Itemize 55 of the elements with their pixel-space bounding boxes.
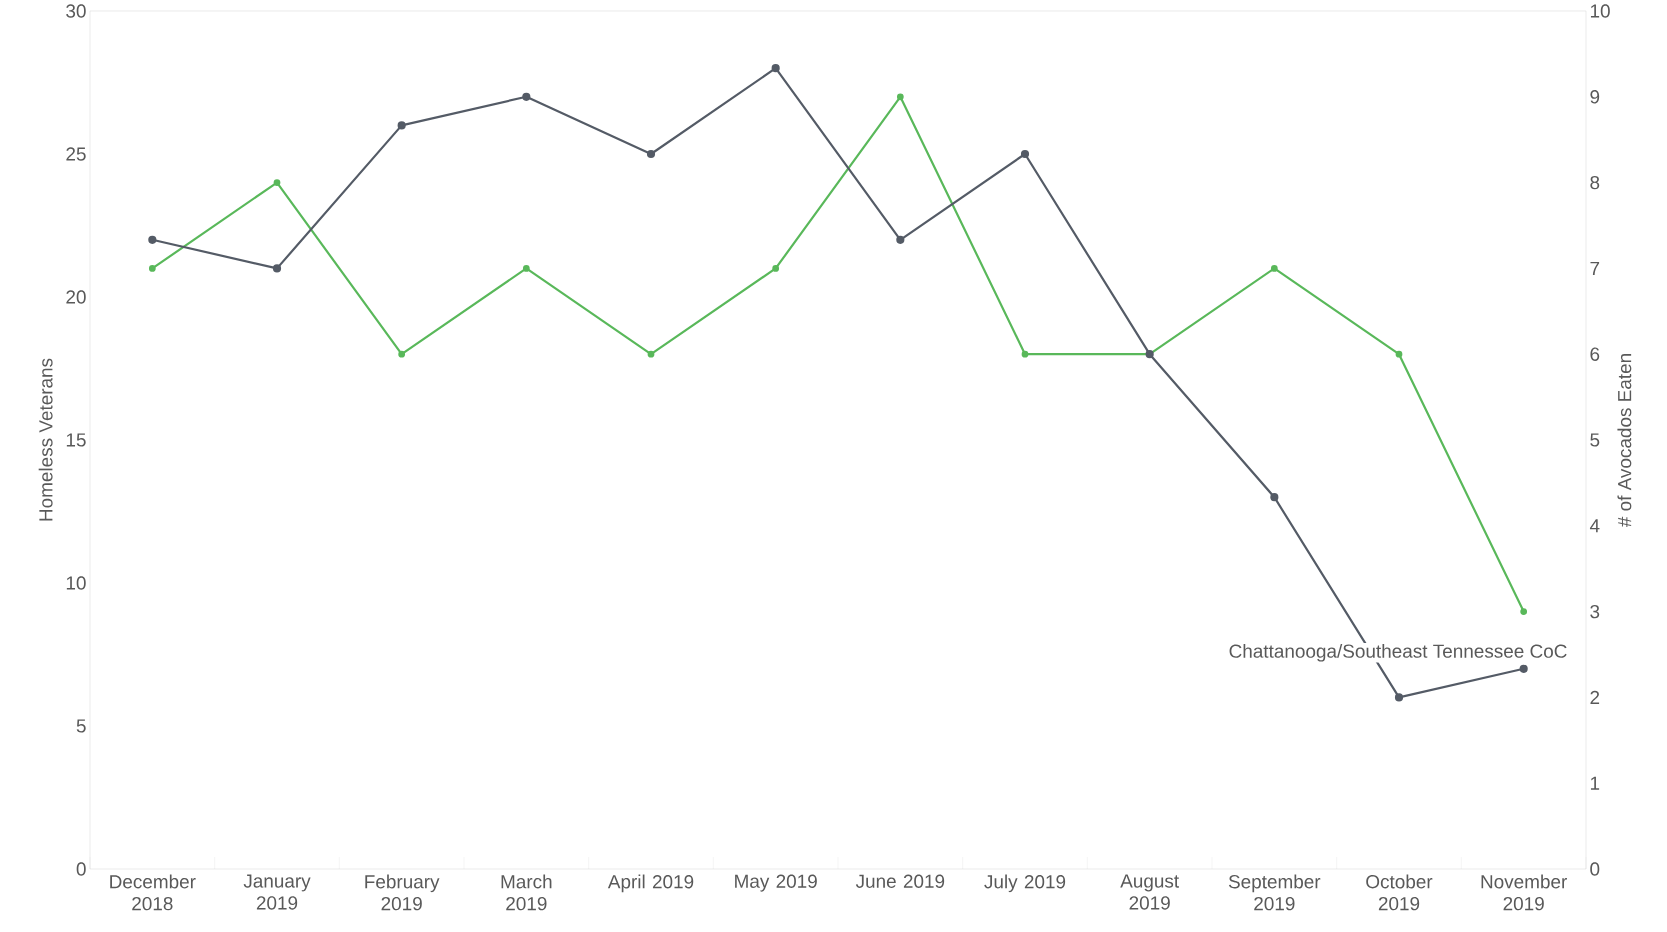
y2-tick-label: 3: [1590, 604, 1600, 619]
x-tick-label: April 2019: [607, 874, 694, 893]
point: [273, 179, 281, 186]
y-tick-label: 5: [76, 719, 86, 733]
y2-tick-label: 0: [1590, 862, 1600, 876]
x-tick-label: December 2018: [110, 874, 196, 911]
point: [1394, 693, 1404, 702]
point: [272, 264, 282, 273]
y2-tick-label: 8: [1590, 175, 1600, 190]
x-tick-label: July 2019: [984, 874, 1066, 893]
x-tick-label: November 2019: [1481, 874, 1567, 911]
x-tick-label: March 2019: [501, 874, 552, 911]
y-tick-label: 10: [66, 576, 86, 590]
y2-tick-label: 4: [1589, 519, 1600, 533]
point: [1270, 493, 1279, 502]
x-tick-label: June 2019: [855, 874, 945, 888]
point: [398, 350, 406, 358]
x-tick-label: August 2019: [1120, 874, 1179, 910]
point: [772, 265, 780, 272]
y2-tick-label: 2: [1590, 690, 1600, 705]
point: [896, 235, 905, 244]
point: [1519, 664, 1528, 673]
y2-tick-label: 9: [1590, 90, 1600, 104]
x-tick-label: September 2019: [1228, 874, 1321, 911]
point: [1395, 350, 1403, 358]
point: [896, 93, 904, 101]
point: [148, 265, 156, 272]
y2-tick-label: 10: [1590, 4, 1610, 18]
point: [647, 350, 655, 358]
y-axis-title: Homeless Veterans: [38, 358, 53, 521]
y2-tick-label: 1: [1590, 776, 1600, 790]
x-tick-label: February 2019: [365, 874, 440, 911]
y2-tick-label: 6: [1590, 347, 1600, 361]
y-tick-label: 20: [66, 290, 86, 304]
y-tick-label: 0: [76, 862, 86, 876]
point: [1270, 265, 1278, 272]
point: [771, 64, 780, 73]
y-tick-label: 25: [66, 147, 86, 161]
x-tick-label: January 2019: [243, 874, 311, 910]
y2-tick-label: 7: [1590, 261, 1600, 275]
annotation: Chattanooga/Southeast Tennessee CoC: [1229, 643, 1567, 662]
point: [1020, 149, 1030, 159]
point: [522, 265, 530, 272]
x-tick-label: October 2019: [1366, 874, 1433, 911]
point: [1520, 608, 1528, 615]
point: [522, 92, 531, 101]
y-tick-label: 30: [66, 4, 86, 18]
y2-axis-title: # of Avocados Eaten: [1617, 354, 1632, 528]
point: [148, 235, 157, 244]
x-tick-label: May 2019: [735, 874, 817, 892]
y-tick-label: 15: [66, 433, 86, 447]
y2-tick-label: 5: [1590, 433, 1600, 447]
point: [1021, 350, 1029, 358]
point: [646, 149, 656, 159]
point: [397, 121, 406, 130]
